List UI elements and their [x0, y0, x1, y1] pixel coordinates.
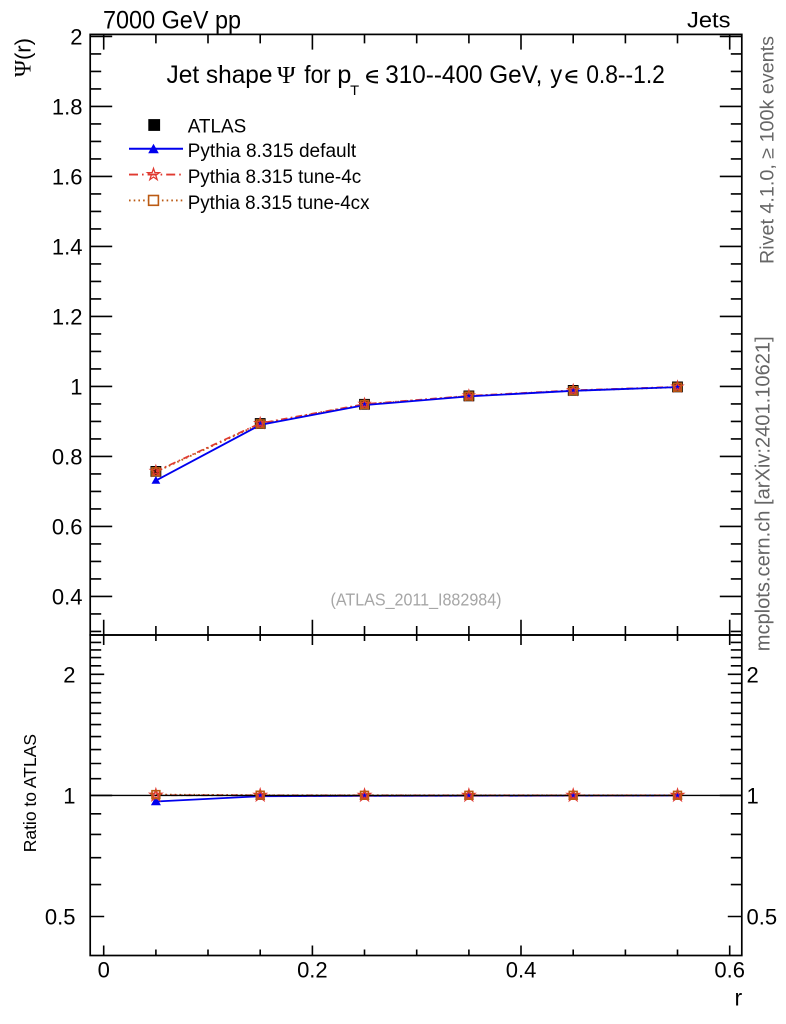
svg-text:2: 2 — [70, 24, 82, 49]
svg-text:1: 1 — [70, 374, 82, 399]
svg-text:2: 2 — [747, 662, 759, 687]
svg-text:1.6: 1.6 — [52, 164, 83, 189]
svg-text:for: for — [304, 61, 331, 89]
svg-text:1.4: 1.4 — [52, 234, 83, 259]
svg-text:r: r — [734, 985, 742, 1011]
svg-text:(ATLAS_2011_I882984): (ATLAS_2011_I882984) — [331, 590, 502, 611]
svg-text:Rivet 4.1.0, ≥ 100k events: Rivet 4.1.0, ≥ 100k events — [758, 36, 779, 264]
svg-text:0.4: 0.4 — [506, 958, 537, 983]
svg-text:0.4: 0.4 — [52, 584, 83, 609]
svg-text:y: y — [550, 61, 562, 89]
svg-text:Pythia 8.315 default: Pythia 8.315 default — [188, 141, 357, 162]
svg-text:Jet shape: Jet shape — [167, 61, 273, 89]
svg-text:Ratio to ATLAS: Ratio to ATLAS — [20, 734, 40, 852]
svg-text:Pythia 8.315 tune-4c: Pythia 8.315 tune-4c — [188, 167, 362, 188]
svg-text:7000 GeV pp: 7000 GeV pp — [103, 7, 241, 35]
svg-text:0.5: 0.5 — [45, 905, 76, 930]
svg-text:310--400 GeV,: 310--400 GeV, — [385, 61, 542, 89]
svg-text:0.8: 0.8 — [52, 444, 83, 469]
svg-text:ATLAS: ATLAS — [188, 116, 247, 137]
svg-text:1: 1 — [747, 783, 759, 808]
svg-text:mcplots.cern.ch [arXiv:2401.10: mcplots.cern.ch [arXiv:2401.10621] — [753, 336, 775, 651]
svg-text:2: 2 — [63, 662, 75, 687]
svg-text:0.6: 0.6 — [714, 958, 745, 983]
svg-text:p: p — [337, 61, 351, 89]
svg-text:Ψ(r): Ψ(r) — [11, 38, 36, 77]
svg-text:Pythia 8.315 tune-4cx: Pythia 8.315 tune-4cx — [188, 193, 370, 214]
svg-text:Ψ: Ψ — [277, 62, 296, 89]
svg-text:T: T — [350, 82, 359, 98]
svg-text:0.8--1.2: 0.8--1.2 — [586, 61, 665, 89]
svg-text:0: 0 — [98, 958, 110, 983]
svg-text:0.2: 0.2 — [297, 958, 328, 983]
svg-text:0.6: 0.6 — [52, 514, 83, 539]
svg-text:1: 1 — [63, 783, 75, 808]
svg-text:0.5: 0.5 — [747, 905, 778, 930]
svg-text:1.8: 1.8 — [52, 94, 83, 119]
svg-text:Jets: Jets — [687, 8, 731, 33]
svg-text:1.2: 1.2 — [52, 304, 83, 329]
